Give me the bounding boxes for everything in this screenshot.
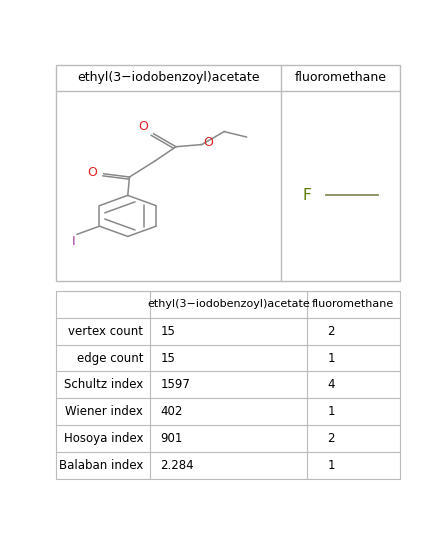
Text: 15: 15 [160, 324, 175, 338]
Text: edge count: edge count [77, 351, 143, 365]
Text: Balaban index: Balaban index [59, 459, 143, 472]
Text: vertex count: vertex count [68, 324, 143, 338]
Text: 402: 402 [160, 405, 183, 418]
Text: Schultz index: Schultz index [64, 378, 143, 391]
Text: ethyl(3−iodobenzoyl)acetate: ethyl(3−iodobenzoyl)acetate [77, 71, 259, 84]
Text: 1: 1 [327, 459, 335, 472]
Text: 1: 1 [327, 405, 335, 418]
Text: ethyl(3−iodobenzoyl)acetate: ethyl(3−iodobenzoyl)acetate [147, 299, 310, 309]
Text: 2: 2 [327, 324, 335, 338]
Text: 2.284: 2.284 [160, 459, 194, 472]
Text: 901: 901 [160, 432, 183, 445]
Text: Hosoya index: Hosoya index [64, 432, 143, 445]
Text: O: O [139, 119, 148, 133]
Text: I: I [72, 236, 75, 249]
Text: 4: 4 [327, 378, 335, 391]
Text: 1: 1 [327, 351, 335, 365]
Text: O: O [87, 166, 98, 179]
Text: 1597: 1597 [160, 378, 190, 391]
Text: fluoromethane: fluoromethane [294, 71, 386, 84]
Text: O: O [203, 136, 213, 150]
Text: F: F [303, 188, 311, 203]
Text: 15: 15 [160, 351, 175, 365]
Text: fluoromethane: fluoromethane [312, 299, 394, 309]
Text: Wiener index: Wiener index [65, 405, 143, 418]
Text: 2: 2 [327, 432, 335, 445]
